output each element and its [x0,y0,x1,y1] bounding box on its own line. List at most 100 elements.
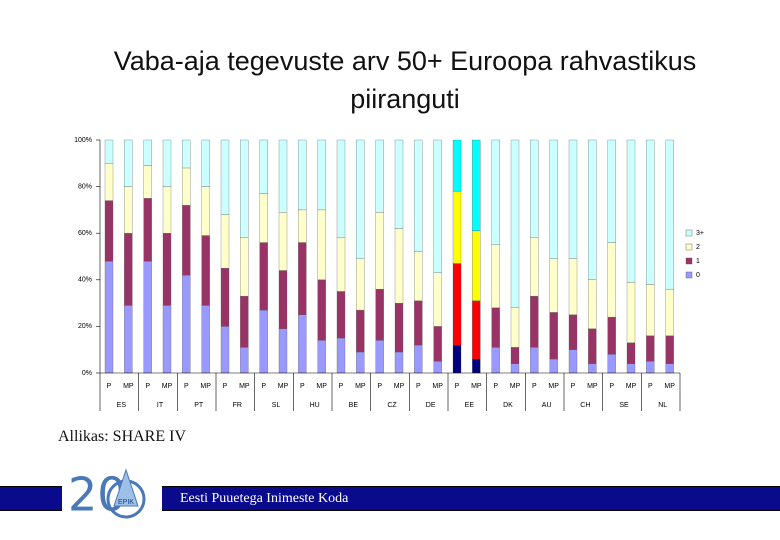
bar-segment [298,139,307,211]
x-tick-label: P [339,383,344,390]
bar-segment [530,139,539,239]
bar-segment [646,361,655,374]
bar-segment [588,363,597,374]
bar-segment [336,139,346,239]
footer-band [162,486,780,511]
bar-segment [530,237,539,297]
bar-segment [259,309,268,374]
group-label: HU [310,402,320,409]
bar-segment [510,363,520,374]
bar-segment [278,328,288,374]
x-tick-label: MP [239,383,250,390]
legend-label: 0 [696,272,700,279]
logo-triangle [113,468,139,507]
y-tick-label: 0% [82,370,92,377]
bar-segment [182,274,191,374]
bar-segment [452,191,462,264]
bar-segment [433,272,442,327]
bar-segment [143,139,152,166]
bar-segment [162,305,172,374]
group-label: CH [580,402,590,409]
legend-label: 1 [696,258,700,265]
bar-segment [201,305,210,374]
bar-segment [375,288,384,341]
bar-segment [472,358,481,374]
x-tick-label: P [416,383,421,390]
bar-segment [375,340,384,374]
bar-segment [394,302,404,353]
bar-segment [143,261,152,374]
logo-number: 20 [68,468,127,522]
bar-segment [240,237,249,297]
bar-segment [626,139,636,283]
bar-segment [375,212,384,290]
bar-segment [356,139,365,259]
bar-segment [433,326,442,362]
bar-segment [472,300,481,360]
bar-segment [259,139,268,194]
bar-segment [414,344,423,374]
x-tick-label: MP [394,383,405,390]
x-tick-label: MP [432,383,443,390]
bar-segment [607,316,616,355]
bar-segment [104,163,114,201]
y-tick-label: 60% [78,230,92,237]
bar-segment [414,139,423,252]
bar-segment [394,228,404,304]
bar-segment [510,139,520,308]
y-tick-label: 80% [78,183,92,190]
x-tick-label: P [571,383,576,390]
bar-segment [394,139,404,229]
bar-segment [491,244,500,308]
x-tick-label: P [493,383,498,390]
bar-segment [201,186,210,236]
x-tick-label: P [300,383,305,390]
bar-segment [665,335,674,364]
bar-segment [220,214,230,269]
source: Allikas: SHARE IV [58,428,186,445]
legend-swatch [685,243,693,251]
bar-segment [607,242,616,318]
x-tick-label: MP [316,383,327,390]
bar-segment [143,165,152,199]
bar-segment [491,347,500,374]
bar-segment [472,230,481,301]
group-label: DE [426,402,436,409]
bar-segment [182,205,191,276]
group-label: NL [658,402,667,409]
organization: Eesti Puuetega Inimeste Koda [180,491,349,506]
bar-segment [588,328,597,364]
bar-segment [510,347,520,364]
x-tick-label: MP [123,383,134,390]
bar-segment [201,235,210,306]
x-tick-label: P [223,383,228,390]
bar-segment [626,281,636,343]
bar-segment [317,139,326,211]
bar-segment [646,284,655,336]
bar-segment [317,209,326,280]
bar-segment [162,186,172,234]
bar-segment [298,242,307,315]
bar-segment [626,363,636,374]
x-tick-label: P [184,383,189,390]
x-tick-label: P [145,383,150,390]
logo: 20 EPIK [68,468,146,522]
bar-segment [491,307,500,348]
x-tick-label: P [455,383,460,390]
bar-segment [162,139,172,187]
x-tick-label: MP [587,383,598,390]
x-tick-label: MP [200,383,211,390]
x-tick-label: MP [664,383,675,390]
bar-segment [278,139,288,213]
group-label: IT [157,402,164,409]
bar-segment [549,358,558,374]
bar-segment [240,295,249,348]
bar-segment [143,198,152,262]
bar-segment [568,258,578,315]
bar-segment [568,314,578,350]
bar-segment [394,351,404,374]
bar-segment [220,139,230,215]
bar-segment [124,305,133,374]
bar-segment [298,209,307,243]
group-label: SL [272,402,281,409]
